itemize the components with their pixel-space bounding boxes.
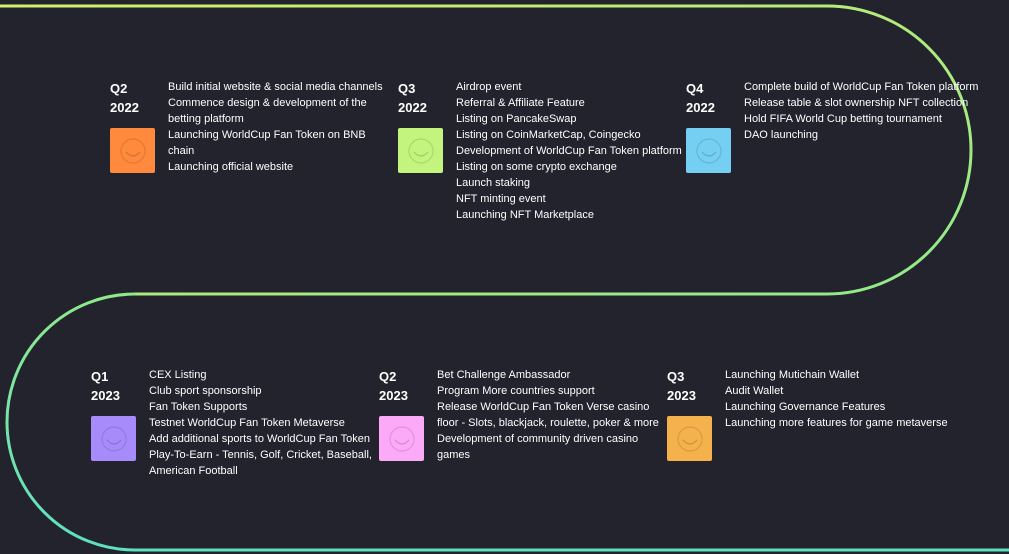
milestone-list: Bet Challenge Ambassador Program More cou… [437, 367, 669, 463]
year: 2023 [91, 388, 120, 403]
milestone-item: Launching WorldCup Fan Token on BNB chai… [168, 129, 366, 157]
milestone-item: CEX Listing [149, 369, 207, 381]
smile-icon [686, 128, 731, 173]
quarter: Q2 [110, 81, 128, 96]
milestone-list: Launching Mutichain Wallet Audit Wallet La… [725, 367, 965, 431]
milestone-item: DAO launching [744, 129, 818, 141]
milestone-list: Build initial website & social media cha… [168, 79, 392, 175]
milestone-item: Testnet WorldCup Fan Token Metaverse [149, 417, 345, 429]
quarter: Q4 [686, 81, 704, 96]
smile-icon [379, 416, 424, 461]
year: 2022 [398, 100, 427, 115]
milestone-item: Launching more features for game metaver… [725, 417, 948, 429]
year: 2023 [379, 388, 408, 403]
milestone-item: Complete build of WorldCup Fan Token pla… [744, 81, 979, 93]
milestone-item: NFT minting event [456, 193, 546, 205]
milestone-item: Audit Wallet [725, 385, 784, 397]
year: 2023 [667, 388, 696, 403]
track-lower-curve [5, 292, 1009, 552]
milestone-item: Release WorldCup Fan Token Verse casino … [437, 401, 659, 429]
year: 2022 [110, 100, 139, 115]
milestone-item: Launching official website [168, 161, 294, 173]
year: 2022 [686, 100, 715, 115]
milestone-item: Airdrop event [456, 81, 522, 93]
milestone-list: Airdrop event Referral & Affiliate Featur… [456, 79, 692, 223]
milestone-item: Development of community driven casino g… [437, 433, 639, 461]
milestone-item: Development of WorldCup Fan Token platfo… [456, 145, 682, 157]
quarter: Q3 [398, 81, 416, 96]
quarter-label: Q1 2023 [91, 367, 141, 405]
smile-icon [110, 128, 155, 173]
milestone-item: Program More countries support [437, 385, 595, 397]
milestone-item: Listing on CoinMarketCap, Coingecko [456, 129, 641, 141]
quarter-label: Q4 2022 [686, 79, 736, 117]
milestone-item: Fan Token Supports [149, 401, 248, 413]
milestone-item: Listing on PancakeSwap [456, 113, 577, 125]
quarter-label: Q3 2023 [667, 367, 717, 405]
milestone-item: Release table & slot ownership NFT colle… [744, 97, 969, 109]
milestone-item: Bet Challenge Ambassador [437, 369, 571, 381]
milestone-item: Launching Mutichain Wallet [725, 369, 860, 381]
milestone-item: Launching Governance Features [725, 401, 886, 413]
smile-icon [667, 416, 712, 461]
quarter-label: Q2 2023 [379, 367, 429, 405]
milestone-item: Launch staking [456, 177, 530, 189]
milestone-item: Listing on some crypto exchange [456, 161, 617, 173]
milestone-item: Hold FIFA World Cup betting tournament [744, 113, 942, 125]
smile-icon [91, 416, 136, 461]
quarter: Q1 [91, 369, 109, 384]
milestone-item: Launching NFT Marketplace [456, 209, 594, 221]
milestone-item: Add additional sports to WorldCup Fan To… [149, 433, 370, 445]
milestone-item: Referral & Affiliate Feature [456, 97, 585, 109]
milestone-item: Build initial website & social media cha… [168, 81, 383, 93]
milestone-list: CEX Listing Club sport sponsorship Fan Tok… [149, 367, 379, 479]
quarter: Q3 [667, 369, 685, 384]
quarter-label: Q3 2022 [398, 79, 448, 117]
smile-icon [398, 128, 443, 173]
track-upper-curve [0, 4, 973, 296]
milestone-item: Commence design & development of the bet… [168, 97, 367, 125]
milestone-list: Complete build of WorldCup Fan Token pla… [744, 79, 980, 143]
quarter-label: Q2 2022 [110, 79, 160, 117]
milestone-item: Club sport sponsorship [149, 385, 262, 397]
milestone-item: Play-To-Earn - Tennis, Golf, Cricket, Ba… [149, 449, 372, 477]
quarter: Q2 [379, 369, 397, 384]
